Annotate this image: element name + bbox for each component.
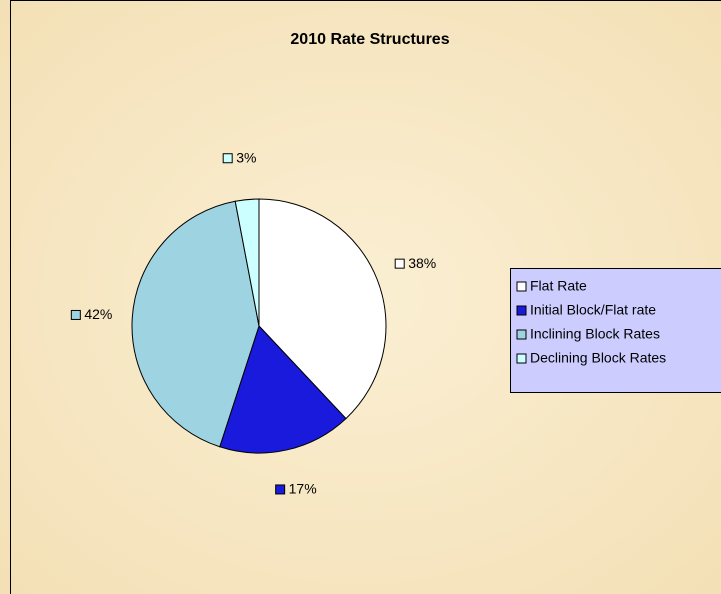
label-key	[222, 153, 233, 164]
data-label: 17%	[289, 481, 317, 497]
legend-label: Initial Block/Flat rate	[530, 302, 656, 318]
label-key	[275, 484, 286, 495]
legend-key	[516, 305, 527, 316]
pie-slice	[234, 198, 260, 327]
pie-slice	[219, 325, 347, 454]
label-key	[394, 258, 405, 269]
legend-key	[516, 329, 527, 340]
legend	[510, 268, 721, 393]
legend-key	[516, 353, 527, 364]
legend-key	[516, 281, 527, 292]
data-label: 42%	[84, 306, 112, 322]
label-key	[70, 309, 81, 320]
legend-label: Flat Rate	[530, 278, 587, 294]
data-label: 38%	[408, 255, 436, 271]
legend-label: Declining Block Rates	[530, 350, 666, 366]
legend-label: Inclining Block Rates	[530, 326, 660, 342]
data-label: 3%	[236, 149, 256, 165]
chart-title: 2010 Rate Structures	[290, 31, 449, 48]
pie-slice	[258, 198, 387, 420]
pie-slice	[131, 200, 260, 448]
